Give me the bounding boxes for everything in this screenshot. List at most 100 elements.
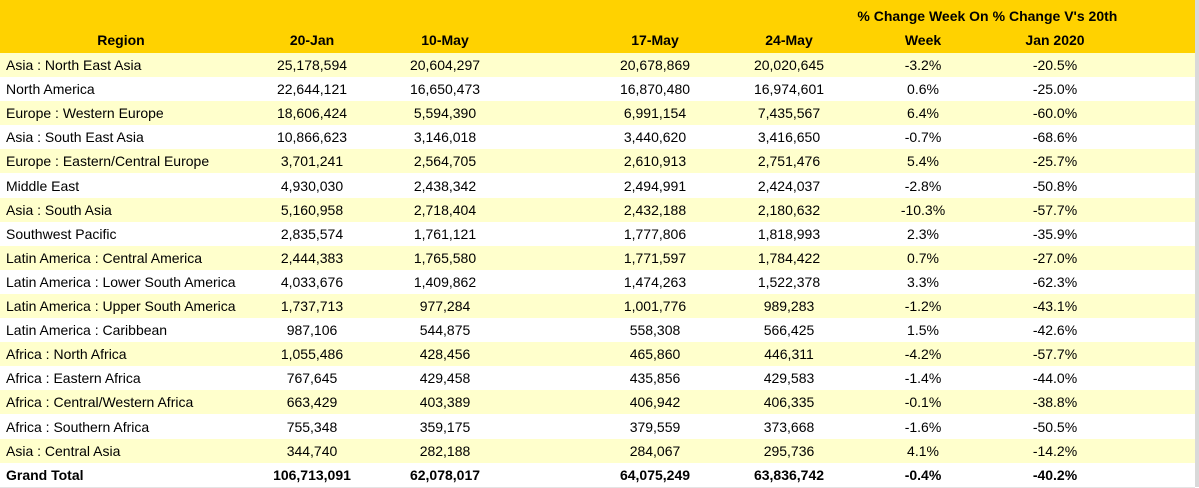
- cell-jan-change: -40.2%: [1032, 466, 1078, 483]
- header-region: Region: [97, 32, 145, 48]
- cell-17-may: 465,860: [629, 346, 681, 363]
- cell-20-jan: 4,930,030: [280, 177, 344, 194]
- cell-17-may: 2,432,188: [623, 201, 687, 218]
- cell-jan-change: -50.5%: [1032, 418, 1078, 435]
- header-17-may: 17-May: [631, 32, 679, 48]
- cell-week-change: 1.5%: [907, 322, 939, 339]
- cell-24-may: 566,425: [763, 322, 815, 339]
- cell-jan-change: -62.3%: [1032, 273, 1078, 290]
- cell-20-jan: 2,444,383: [280, 249, 344, 266]
- cell-region: Latin America : Lower South America: [6, 273, 236, 290]
- cell-region: Europe : Western Europe: [6, 105, 164, 122]
- cell-20-jan: 767,645: [286, 370, 338, 387]
- cell-17-may: 284,067: [629, 442, 681, 459]
- cell-jan-change: -35.9%: [1032, 225, 1078, 242]
- cell-17-may: 64,075,249: [619, 466, 691, 483]
- cell-10-may: 359,175: [419, 418, 471, 435]
- cell-jan-change: -60.0%: [1032, 105, 1078, 122]
- table-row: Southwest Pacific 2,835,574 1,761,121 1,777…: [0, 222, 1195, 246]
- cell-jan-change: -14.2%: [1032, 442, 1078, 459]
- cell-17-may: 16,870,480: [619, 81, 691, 98]
- cell-20-jan: 4,033,676: [280, 273, 344, 290]
- cell-10-may: 20,604,297: [409, 57, 481, 73]
- table-row: Asia : Central Asia 344,740 282,188 284,067…: [0, 438, 1195, 463]
- cell-10-may: 3,146,018: [413, 129, 477, 146]
- grand-total-row: Grand Total 106,713,091 62,078,017 64,075,2…: [0, 462, 1195, 488]
- table-row: Latin America : Lower South America 4,033…: [0, 270, 1195, 294]
- cell-20-jan: 663,429: [286, 394, 338, 411]
- cell-20-jan: 22,644,121: [276, 81, 348, 98]
- cell-week-change: 5.4%: [907, 153, 939, 170]
- table-row: Latin America : Upper South America 1,737…: [0, 294, 1195, 318]
- cell-10-may: 5,594,390: [413, 105, 477, 122]
- cell-week-change: 2.3%: [907, 225, 939, 242]
- cell-17-may: 2,610,913: [623, 153, 687, 170]
- cell-17-may: 435,856: [629, 370, 681, 387]
- cell-region: Asia : North East Asia: [6, 57, 142, 73]
- table-row: Latin America : Central America 2,444,383…: [0, 245, 1195, 270]
- sheet-edge: [1195, 0, 1199, 487]
- cell-20-jan: 106,713,091: [273, 466, 351, 483]
- cell-week-change: -1.2%: [904, 298, 942, 314]
- table-row: North America 22,644,121 16,650,473 16,870,…: [0, 77, 1195, 101]
- cell-week-change: -0.7%: [904, 129, 942, 146]
- cell-10-may: 282,188: [419, 442, 471, 459]
- cell-10-may: 1,761,121: [413, 225, 477, 242]
- cell-week-change: -10.3%: [900, 201, 946, 218]
- cell-week-change: -0.4%: [904, 466, 942, 483]
- cell-20-jan: 987,106: [286, 322, 338, 339]
- cell-week-change: -4.2%: [904, 346, 942, 363]
- cell-24-may: 20,020,645: [753, 57, 825, 73]
- cell-24-may: 2,424,037: [757, 177, 821, 194]
- cell-jan-change: -43.1%: [1032, 298, 1078, 314]
- cell-10-may: 2,718,404: [413, 201, 477, 218]
- cell-20-jan: 1,737,713: [280, 298, 344, 314]
- table-row: Africa : Eastern Africa 767,645 429,458 435…: [0, 366, 1195, 390]
- cell-20-jan: 344,740: [286, 442, 338, 459]
- table-row: Africa : Central/Western Africa 663,429 40…: [0, 390, 1195, 415]
- cell-24-may: 2,751,476: [757, 153, 821, 170]
- table-row: Asia : North East Asia 25,178,594 20,604,2…: [0, 53, 1195, 77]
- header-week-change-line1: % Change Week On: [857, 8, 989, 24]
- cell-24-may: 295,736: [763, 442, 815, 459]
- header-20-jan: 20-Jan: [289, 32, 335, 48]
- cell-24-may: 2,180,632: [757, 201, 821, 218]
- cell-24-may: 373,668: [763, 418, 815, 435]
- cell-week-change: 0.6%: [907, 81, 939, 98]
- cell-week-change: 3.3%: [907, 273, 939, 290]
- cell-region: Europe : Eastern/Central Europe: [6, 153, 210, 170]
- cell-24-may: 1,522,378: [757, 273, 821, 290]
- cell-region: Middle East: [6, 177, 80, 194]
- cell-week-change: -0.1%: [904, 394, 942, 411]
- table-row: Africa : Southern Africa 755,348 359,175 37…: [0, 415, 1195, 439]
- cell-jan-change: -57.7%: [1032, 201, 1078, 218]
- cell-week-change: 6.4%: [907, 105, 939, 122]
- cell-10-may: 62,078,017: [409, 466, 481, 483]
- cell-20-jan: 3,701,241: [280, 153, 344, 170]
- cell-region: Asia : Central Asia: [6, 442, 121, 459]
- cell-jan-change: -25.0%: [1032, 81, 1078, 98]
- table-row: Asia : South East Asia 10,866,623 3,146,01…: [0, 125, 1195, 149]
- cell-20-jan: 2,835,574: [280, 225, 344, 242]
- cell-17-may: 3,440,620: [623, 129, 687, 146]
- table-row: Asia : South Asia 5,160,958 2,718,404 2,432…: [0, 197, 1195, 222]
- cell-17-may: 2,494,991: [623, 177, 687, 194]
- header-10-may: 10-May: [421, 32, 469, 48]
- cell-jan-change: -42.6%: [1032, 322, 1078, 339]
- cell-week-change: -1.4%: [904, 370, 942, 387]
- cell-jan-change: -68.6%: [1032, 129, 1078, 146]
- cell-24-may: 63,836,742: [753, 466, 825, 483]
- cell-week-change: -2.8%: [904, 177, 942, 194]
- cell-24-may: 1,784,422: [757, 249, 821, 266]
- cell-24-may: 446,311: [764, 346, 814, 363]
- cell-region: Latin America : Upper South America: [6, 298, 236, 314]
- table-row: Africa : North Africa 1,055,486 428,456 465…: [0, 342, 1195, 367]
- cell-week-change: 4.1%: [907, 442, 939, 459]
- table-header: Region 20-Jan 10-May 17-May 24-May % Cha…: [0, 0, 1195, 53]
- table-row: Europe : Western Europe 18,606,424 5,594,3…: [0, 101, 1195, 126]
- cell-24-may: 1,818,993: [757, 225, 821, 242]
- cell-10-may: 429,458: [419, 370, 471, 387]
- cell-24-may: 16,974,601: [753, 81, 825, 98]
- cell-jan-change: -50.8%: [1032, 177, 1078, 194]
